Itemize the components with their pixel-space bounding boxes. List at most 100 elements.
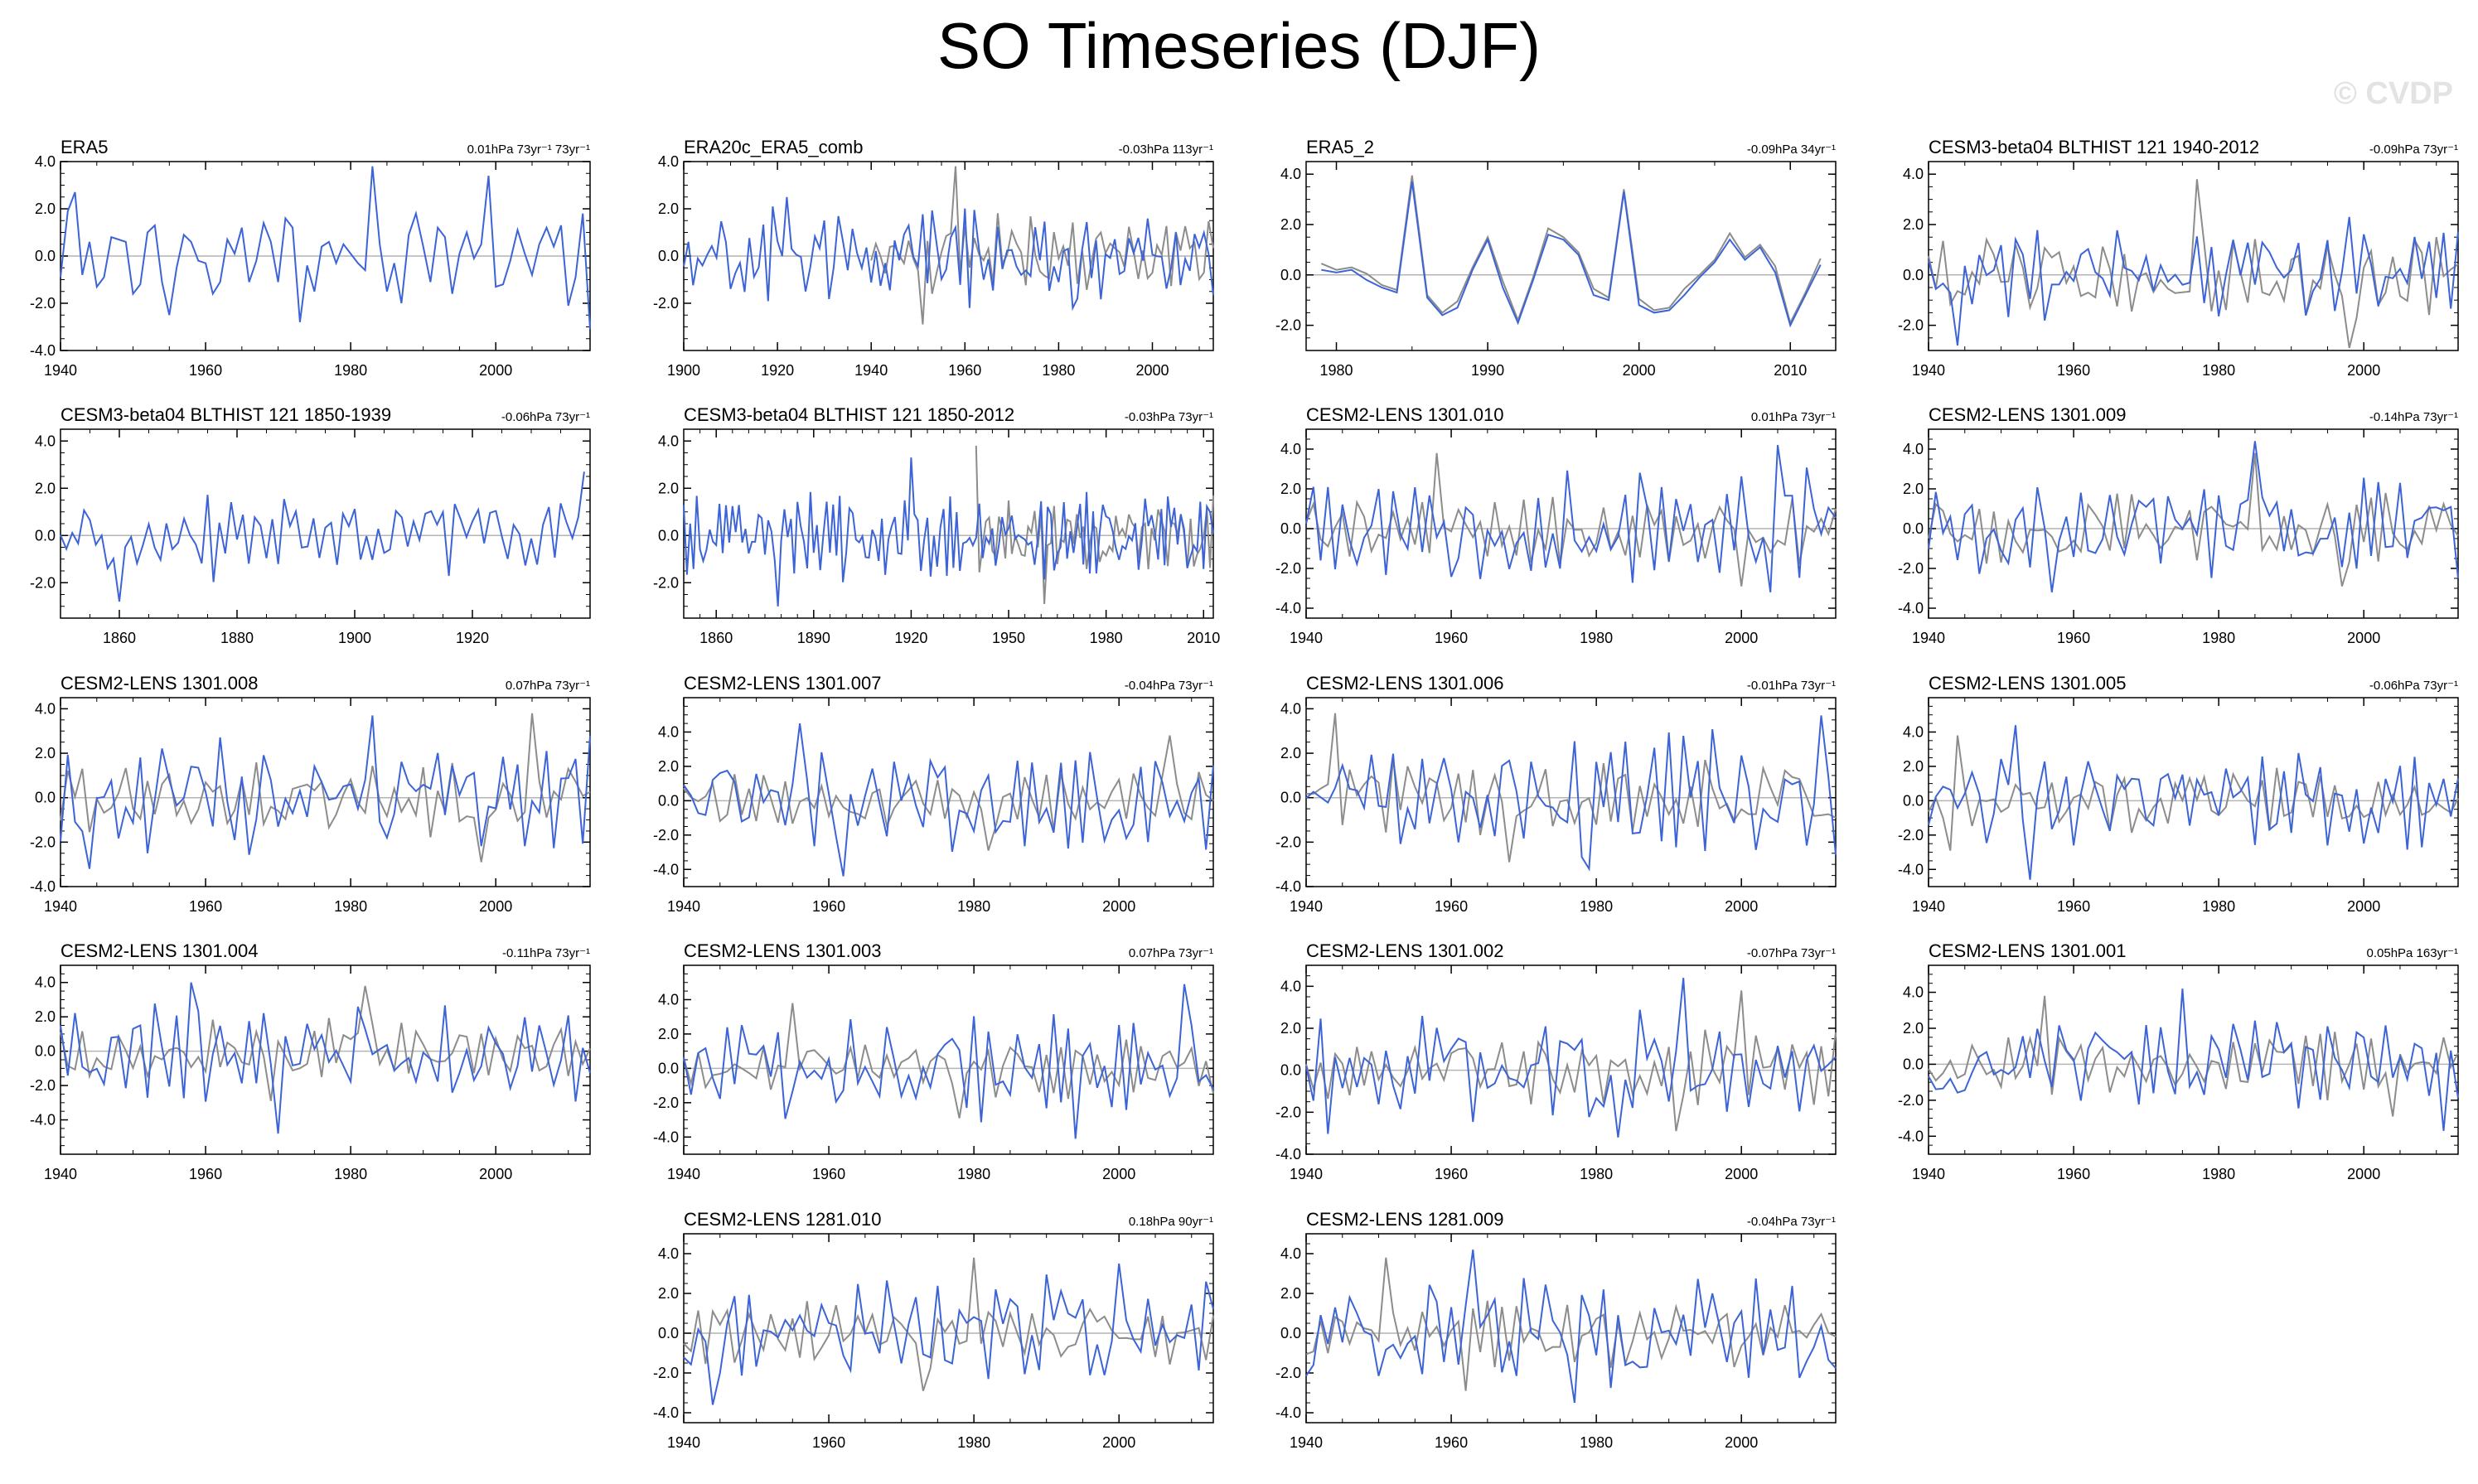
- y-tick-label: -2.0: [30, 834, 56, 850]
- panel-title: CESM3-beta04 BLTHIST 121 1850-2012: [684, 404, 1014, 425]
- panel-title: CESM2-LENS 1281.009: [1306, 1209, 1503, 1230]
- y-tick-label: 4.0: [1903, 166, 1924, 182]
- so-index-line: [1928, 216, 2459, 346]
- x-tick-label: 1920: [456, 630, 489, 646]
- trend-label: -0.04hPa 73yr⁻¹: [1747, 1215, 1836, 1229]
- x-tick-label: 2000: [2347, 362, 2380, 379]
- comparison-series-line: [1305, 990, 1837, 1132]
- y-tick-label: 4.0: [35, 433, 56, 449]
- x-tick-label: 1960: [2057, 362, 2090, 379]
- x-tick-label: 1980: [2202, 362, 2235, 379]
- x-tick-label: 1860: [103, 630, 136, 646]
- y-tick-label: -4.0: [1275, 1404, 1301, 1421]
- x-tick-label: 1960: [812, 1434, 845, 1451]
- y-tick-label: 4.0: [1280, 1245, 1301, 1262]
- trend-label: -0.01hPa 73yr⁻¹: [1747, 679, 1836, 693]
- chart-panel: CESM2-LENS 1301.006 -0.01hPa 73yr⁻¹ -4.0 -2…: [1275, 673, 1837, 915]
- y-tick-label: 2.0: [1903, 481, 1924, 497]
- so-index-line: [1305, 978, 1837, 1138]
- x-tick-label: 1960: [189, 362, 222, 379]
- panel-title: CESM2-LENS 1301.007: [684, 673, 881, 694]
- y-tick-label: 0.0: [35, 1043, 56, 1060]
- trend-label: -0.09hPa 34yr⁻¹: [1747, 143, 1836, 157]
- y-tick-label: -4.0: [30, 1112, 56, 1129]
- y-tick-label: 2.0: [35, 1008, 56, 1025]
- trend-label: -0.14hPa 73yr⁻¹: [2369, 410, 2458, 424]
- y-tick-label: 0.0: [35, 790, 56, 806]
- y-tick-label: 4.0: [1903, 441, 1924, 457]
- chart-panel: CESM2-LENS 1301.009 -0.14hPa 73yr⁻¹ -4.0 -2…: [1898, 404, 2459, 646]
- x-tick-label: 1980: [2202, 1166, 2235, 1182]
- x-tick-label: 1940: [667, 898, 700, 915]
- x-tick-label: 2000: [479, 1166, 512, 1182]
- trend-label: -0.06hPa 73yr⁻¹: [501, 410, 590, 424]
- y-tick-label: 2.0: [658, 1026, 679, 1042]
- x-tick-label: 1900: [338, 630, 371, 646]
- y-tick-label: -2.0: [30, 295, 56, 312]
- plot-frame: [1305, 161, 1837, 351]
- trend-label: -0.03hPa 113yr⁻¹: [1119, 143, 1213, 157]
- y-tick-label: 0.0: [658, 1325, 679, 1341]
- so-index-line: [60, 715, 591, 869]
- y-tick-label: 4.0: [1280, 441, 1301, 457]
- y-tick-label: -2.0: [1275, 834, 1301, 850]
- y-tick-label: -4.0: [1898, 600, 1924, 616]
- y-tick-label: -2.0: [30, 1077, 56, 1094]
- x-tick-label: 1980: [1580, 1166, 1613, 1182]
- x-tick-label: 1940: [44, 362, 77, 379]
- x-tick-label: 1860: [699, 630, 733, 646]
- x-tick-label: 2000: [1725, 1166, 1758, 1182]
- y-tick-label: -2.0: [30, 574, 56, 591]
- x-tick-label: 1980: [1090, 630, 1123, 646]
- x-tick-label: 1920: [894, 630, 927, 646]
- y-tick-label: 2.0: [658, 1285, 679, 1302]
- panel-title: CESM3-beta04 BLTHIST 121 1850-1939: [60, 404, 391, 425]
- y-tick-label: 4.0: [658, 153, 679, 170]
- y-tick-label: 0.0: [1280, 1062, 1301, 1079]
- x-tick-label: 2000: [1725, 1434, 1758, 1451]
- y-tick-label: -4.0: [1275, 1146, 1301, 1163]
- comparison-series-line: [1928, 179, 2459, 349]
- x-tick-label: 1950: [992, 630, 1025, 646]
- y-tick-label: 4.0: [658, 991, 679, 1008]
- y-tick-label: -2.0: [1275, 1104, 1301, 1120]
- chart-panel: CESM2-LENS 1301.008 0.07hPa 73yr⁻¹ -4.0 -2.…: [30, 673, 591, 915]
- y-tick-label: -4.0: [1275, 600, 1301, 616]
- x-tick-label: 1980: [2202, 630, 2235, 646]
- x-tick-label: 1980: [1580, 1434, 1613, 1451]
- x-tick-label: 2000: [1725, 898, 1758, 915]
- panel-title: CESM2-LENS 1301.008: [60, 673, 258, 694]
- chart-panel: CESM3-beta04 BLTHIST 121 1850-2012 -0.03h…: [653, 404, 1220, 646]
- trend-label: 0.05hPa 163yr⁻¹: [2367, 946, 2459, 960]
- comparison-series-line: [1928, 995, 2459, 1117]
- x-tick-label: 2000: [2347, 898, 2380, 915]
- panel-title: CESM2-LENS 1301.010: [1306, 404, 1503, 425]
- y-tick-label: 0.0: [1280, 1325, 1301, 1341]
- x-tick-label: 2000: [1102, 898, 1135, 915]
- y-tick-label: 2.0: [1280, 1020, 1301, 1037]
- y-tick-label: 0.0: [1280, 520, 1301, 537]
- plot-frame: [1928, 697, 2459, 887]
- so-index-line: [683, 196, 1214, 312]
- chart-panel: ERA5_2 -0.09hPa 34yr⁻¹ -2.0 0.0 2.0 4.0 1980 19…: [1275, 137, 1837, 379]
- comparison-series-line: [1305, 452, 1837, 587]
- y-tick-label: -2.0: [1275, 317, 1301, 334]
- x-tick-label: 1960: [189, 1166, 222, 1182]
- chart-panel: CESM2-LENS 1301.010 0.01hPa 73yr⁻¹ -4.0 -2.…: [1275, 404, 1837, 646]
- y-tick-label: -2.0: [653, 295, 679, 312]
- so-index-line: [683, 1263, 1214, 1405]
- y-tick-label: -2.0: [1898, 317, 1924, 334]
- y-tick-label: 2.0: [658, 201, 679, 217]
- comparison-series-line: [683, 1003, 1214, 1119]
- y-tick-label: 0.0: [1280, 790, 1301, 806]
- x-tick-label: 2000: [2347, 1166, 2380, 1182]
- y-tick-label: 0.0: [658, 1060, 679, 1076]
- chart-panel: CESM3-beta04 BLTHIST 121 1850-1939 -0.06h…: [30, 404, 591, 646]
- y-tick-label: -4.0: [1275, 878, 1301, 895]
- x-tick-label: 1960: [2057, 630, 2090, 646]
- y-tick-label: 2.0: [1280, 1285, 1301, 1302]
- chart-panel: CESM2-LENS 1301.002 -0.07hPa 73yr⁻¹ -4.0 -2…: [1275, 940, 1837, 1182]
- comparison-series-line: [1320, 175, 1822, 326]
- panel-title: CESM3-beta04 BLTHIST 121 1940-2012: [1929, 137, 2259, 157]
